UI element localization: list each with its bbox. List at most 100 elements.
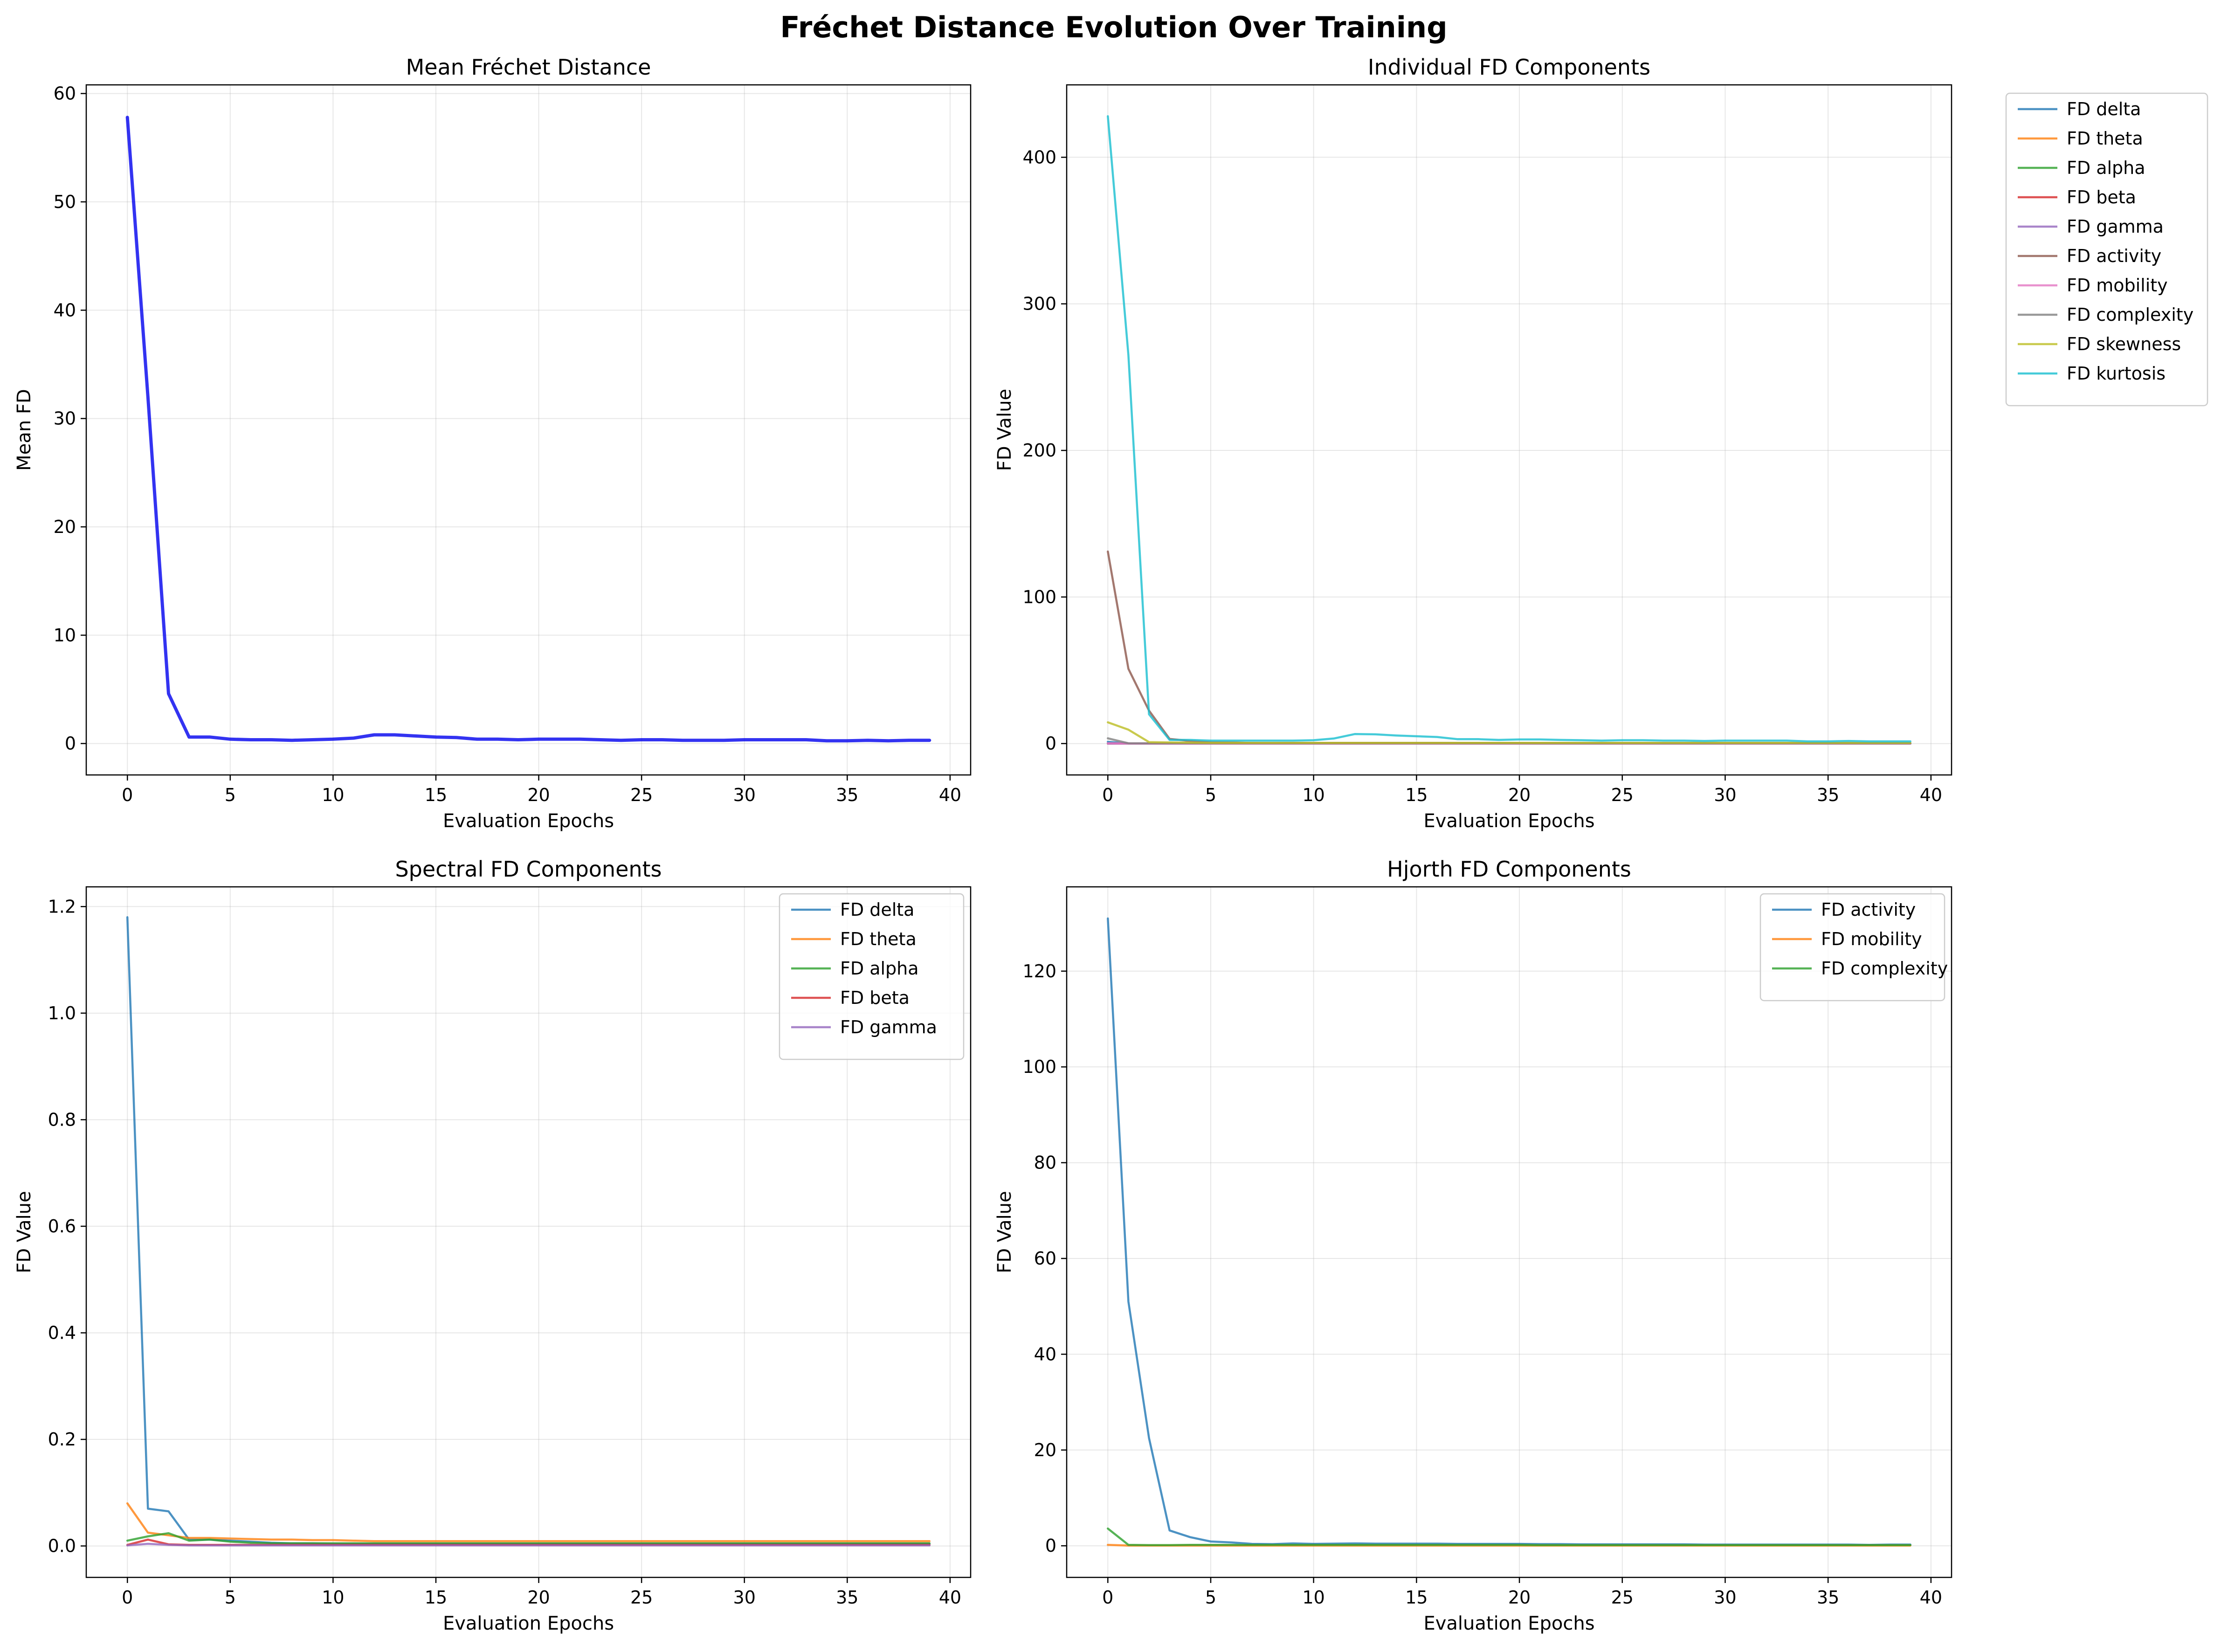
axes-frame xyxy=(1066,886,1952,1578)
legend-entry: FD mobility xyxy=(1772,929,1922,949)
legend-box xyxy=(1759,893,1945,1002)
x-tick-label: 35 xyxy=(1817,1587,1839,1608)
x-axis-label: Evaluation Epochs xyxy=(443,1613,614,1634)
x-tick-label: 15 xyxy=(425,1587,447,1608)
x-tick-label: 30 xyxy=(733,785,756,805)
x-tick-label: 0 xyxy=(1102,785,1113,805)
y-tick-label: 40 xyxy=(1034,1344,1056,1364)
y-tick-label: 0.8 xyxy=(48,1109,76,1130)
panel-title: Spectral FD Components xyxy=(395,857,662,882)
legend-label: FD theta xyxy=(2067,128,2143,149)
legend-label: FD complexity xyxy=(2067,304,2194,325)
x-tick-label: 30 xyxy=(1714,1587,1736,1608)
x-tick-label: 35 xyxy=(836,1587,858,1608)
x-tick-label: 20 xyxy=(527,785,550,805)
series-group xyxy=(126,916,931,1547)
y-tick-label: 0 xyxy=(1045,1535,1056,1556)
x-tick-label: 10 xyxy=(1302,1587,1324,1608)
x-tick-label: 30 xyxy=(1714,785,1736,805)
x-tick-label: 15 xyxy=(425,785,447,805)
legend-entry: FD gamma xyxy=(2018,216,2164,237)
x-axis-label: Evaluation Epochs xyxy=(1423,1613,1594,1634)
series-group xyxy=(1107,917,1911,1547)
y-axis-label: Mean FD xyxy=(14,389,35,471)
x-axis-label: Evaluation Epochs xyxy=(1423,810,1594,832)
series-line-fd-kurtosis xyxy=(1107,115,1911,743)
x-tick-label: 40 xyxy=(1920,1587,1942,1608)
y-tick-label: 120 xyxy=(1022,961,1056,982)
legend-label: FD mobility xyxy=(1821,929,1922,949)
series-line-fd-alpha xyxy=(126,1532,931,1545)
legend-label: FD skewness xyxy=(2067,334,2181,354)
x-tick-label: 5 xyxy=(225,785,236,805)
figure-title: Fréchet Distance Evolution Over Training xyxy=(780,10,1447,44)
legend: FD activity FD mobility FD complexity xyxy=(1759,893,1948,1002)
legend-entry: FD mobility xyxy=(2018,275,2168,296)
y-tick-label: 10 xyxy=(54,625,76,645)
legend-entry: FD activity xyxy=(2018,246,2161,266)
legend-entry: FD complexity xyxy=(2018,304,2194,325)
panel-0: 0 5 10 15 20 25 30 35 40 0 10 20 30 40 50 60 Mean Fréche… xyxy=(14,55,972,832)
panel-title: Individual FD Components xyxy=(1368,55,1650,80)
legend-entry: FD delta xyxy=(2018,99,2141,119)
x-tick-label: 40 xyxy=(1920,785,1942,805)
legend-label: FD alpha xyxy=(2067,158,2145,178)
legend-label: FD complexity xyxy=(1821,958,1948,979)
y-tick-label: 60 xyxy=(54,83,76,104)
x-tick-label: 40 xyxy=(939,1587,961,1608)
legend-entry: FD gamma xyxy=(791,1017,937,1037)
x-tick-label: 20 xyxy=(1508,785,1531,805)
y-tick-label: 0.4 xyxy=(48,1322,76,1343)
y-tick-label: 300 xyxy=(1022,294,1056,314)
legend-label: FD activity xyxy=(1821,899,1916,920)
legend-entry: FD theta xyxy=(2018,128,2143,149)
y-tick-label: 30 xyxy=(54,408,76,429)
legend-label: FD alpha xyxy=(840,958,919,979)
legend-label: FD delta xyxy=(840,899,914,920)
y-tick-label: 50 xyxy=(54,192,76,212)
axes-frame xyxy=(85,84,972,776)
y-tick-label: 100 xyxy=(1022,587,1056,607)
panel-2: 0 5 10 15 20 25 30 35 40 0.0 0.2 0.4 0.6 0.8 1.0 1.2 Spe… xyxy=(14,857,972,1634)
legend-label: FD delta xyxy=(2067,99,2141,119)
x-tick-label: 35 xyxy=(836,785,858,805)
x-tick-label: 15 xyxy=(1405,785,1428,805)
y-axis-label: FD Value xyxy=(994,389,1015,471)
x-tick-label: 0 xyxy=(122,785,133,805)
series-line-fd-theta xyxy=(126,1502,931,1542)
y-tick-label: 40 xyxy=(54,300,76,320)
legend-box xyxy=(2005,92,2208,407)
legend-box xyxy=(779,893,965,1060)
y-tick-label: 80 xyxy=(1034,1153,1056,1173)
x-tick-label: 10 xyxy=(322,785,344,805)
legend-entry: FD delta xyxy=(791,899,914,920)
x-tick-label: 25 xyxy=(630,785,653,805)
legend-label: FD beta xyxy=(2067,187,2136,207)
series-line-fd-gamma xyxy=(126,1542,931,1547)
y-tick-label: 200 xyxy=(1022,440,1056,461)
y-tick-label: 20 xyxy=(54,517,76,537)
legend-label: FD kurtosis xyxy=(2067,363,2166,384)
x-tick-label: 25 xyxy=(1611,785,1634,805)
legend-label: FD mobility xyxy=(2067,275,2168,296)
x-tick-label: 20 xyxy=(527,1587,550,1608)
legend-label: FD gamma xyxy=(840,1017,937,1037)
x-tick-label: 15 xyxy=(1405,1587,1428,1608)
legend-entry: FD skewness xyxy=(2018,334,2181,354)
legend: FD delta FD theta FD alpha FD beta FD gamma F… xyxy=(2005,92,2208,407)
y-tick-label: 60 xyxy=(1034,1248,1056,1269)
axes-frame xyxy=(85,886,972,1578)
x-tick-label: 30 xyxy=(733,1587,756,1608)
x-tick-label: 0 xyxy=(1102,1587,1113,1608)
series-line-mean-fd xyxy=(125,116,931,743)
axes-frame xyxy=(1066,84,1952,776)
legend-label: FD gamma xyxy=(2067,216,2164,237)
x-tick-label: 10 xyxy=(1302,785,1324,805)
y-tick-label: 20 xyxy=(1034,1440,1056,1460)
panel-1: 0 5 10 15 20 25 30 35 400100200300400Individual … xyxy=(994,55,2208,832)
x-tick-label: 20 xyxy=(1508,1587,1531,1608)
legend: FD delta FD theta FD alpha FD beta FD gamma xyxy=(779,893,965,1060)
